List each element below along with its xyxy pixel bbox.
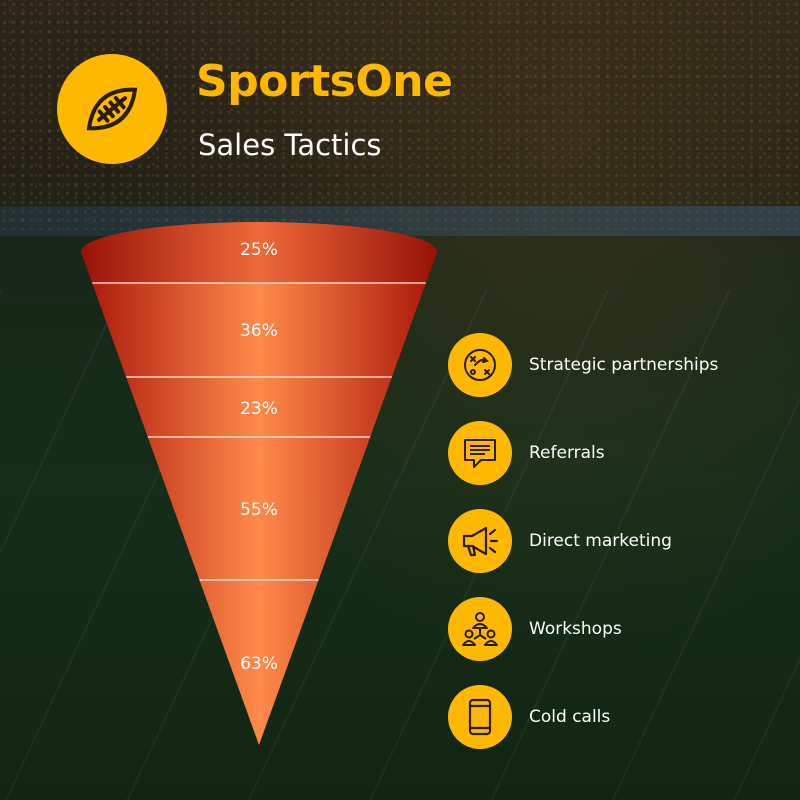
legend-label: Direct marketing (529, 531, 672, 551)
chat-icon (448, 421, 512, 485)
strategy-icon (448, 333, 512, 397)
funnel-value-label: 36% (240, 321, 278, 341)
legend-item: Referrals (448, 421, 605, 485)
legend-label: Workshops (529, 619, 622, 639)
funnel-rim (81, 222, 437, 283)
legend-item: Cold calls (448, 685, 610, 749)
funnel-value-label: 63% (240, 654, 278, 674)
megaphone-icon (448, 509, 512, 573)
funnel-value-label: 25% (240, 240, 278, 260)
legend-item: Strategic partnerships (448, 333, 718, 397)
team-icon (448, 597, 512, 661)
funnel-value-label: 23% (240, 399, 278, 419)
phone-icon (448, 685, 512, 749)
football-icon (86, 87, 138, 131)
logo-badge (57, 54, 167, 164)
legend-label: Strategic partnerships (529, 355, 719, 375)
page-title: SportsOne (196, 56, 453, 107)
legend-label: Referrals (529, 443, 605, 463)
legend-item: Workshops (448, 597, 622, 661)
legend-item: Direct marketing (448, 509, 672, 573)
funnel-value-label: 55% (240, 500, 278, 520)
legend-label: Cold calls (529, 707, 611, 727)
funnel-cone (81, 222, 437, 745)
page-subtitle: Sales Tactics (198, 128, 382, 162)
